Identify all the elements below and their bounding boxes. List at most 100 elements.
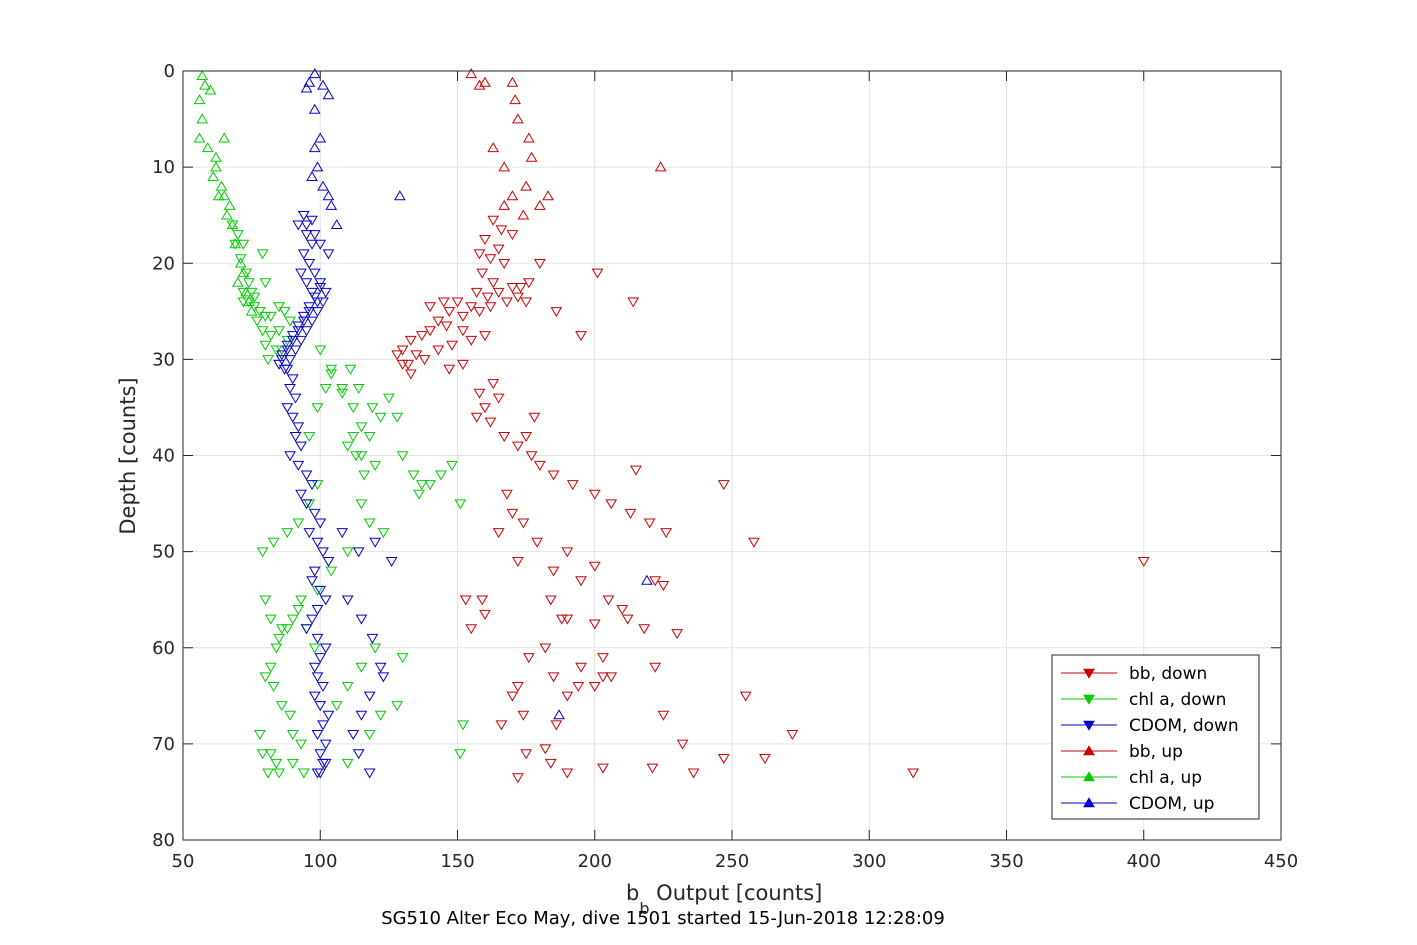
data-point	[393, 190, 406, 201]
data-point	[292, 326, 305, 337]
y-tick-label: 80	[152, 830, 175, 851]
data-point	[297, 311, 310, 322]
data-point	[396, 451, 409, 462]
data-point	[473, 307, 486, 318]
data-point	[355, 710, 368, 721]
data-point	[284, 383, 296, 394]
data-point	[476, 268, 489, 279]
data-point	[311, 730, 324, 740]
data-point	[341, 758, 354, 769]
data-point	[424, 302, 436, 313]
data-point	[311, 161, 324, 172]
data-point	[533, 259, 546, 269]
legend-label: bb, up	[1129, 742, 1183, 762]
data-point	[660, 528, 672, 539]
data-point	[314, 239, 327, 250]
legend-marker	[1083, 797, 1095, 808]
data-point	[624, 508, 637, 519]
data-point	[278, 364, 291, 375]
data-point	[561, 614, 574, 625]
data-point	[322, 710, 335, 721]
data-point	[284, 710, 296, 721]
data-point	[275, 355, 288, 366]
data-point	[446, 460, 458, 471]
data-point	[572, 681, 585, 692]
data-point	[479, 403, 491, 414]
data-point	[457, 720, 469, 731]
data-point	[616, 605, 629, 616]
data-point	[267, 537, 280, 548]
data-point	[627, 297, 640, 308]
data-point	[262, 768, 274, 779]
y-tick-label: 20	[152, 253, 175, 274]
data-point	[454, 749, 467, 760]
data-point	[300, 326, 313, 337]
data-point	[591, 268, 604, 279]
data-point	[525, 451, 538, 462]
data-point	[218, 132, 231, 143]
x-axis-label-subscript: b	[639, 899, 649, 918]
data-point	[306, 239, 318, 250]
data-point	[369, 643, 382, 654]
data-point	[314, 585, 327, 596]
y-tick-label: 70	[152, 734, 175, 755]
data-point	[377, 672, 390, 683]
data-point	[514, 283, 527, 294]
data-point	[621, 614, 634, 625]
data-point	[273, 633, 285, 644]
data-point	[907, 768, 920, 779]
data-point	[319, 383, 332, 394]
data-point	[561, 547, 574, 558]
data-point	[676, 739, 689, 750]
data-point	[443, 364, 456, 375]
data-point	[487, 142, 500, 153]
data-point	[347, 403, 360, 414]
data-point	[547, 672, 560, 683]
data-point	[259, 595, 272, 606]
data-point	[391, 412, 403, 423]
data-point	[314, 653, 327, 664]
data-point	[533, 460, 546, 471]
data-point	[363, 432, 376, 443]
data-point	[300, 624, 313, 635]
data-point	[300, 278, 313, 289]
data-point	[506, 283, 519, 294]
data-point	[597, 763, 609, 774]
data-point	[243, 295, 255, 306]
data-point	[352, 547, 365, 558]
data-point	[322, 190, 335, 201]
data-point	[330, 219, 343, 230]
data-point	[256, 749, 269, 760]
data-point	[479, 331, 491, 342]
data-point	[292, 460, 305, 471]
data-point	[561, 691, 574, 702]
x-tick-label: 150	[440, 851, 474, 872]
data-point	[234, 254, 247, 265]
data-point	[221, 209, 233, 220]
data-point	[297, 210, 310, 221]
x-tick-label: 250	[715, 851, 749, 872]
data-point	[512, 113, 524, 124]
data-point	[325, 199, 338, 210]
data-point	[319, 758, 332, 769]
data-point	[415, 480, 428, 491]
data-point	[267, 681, 280, 692]
data-point	[487, 215, 500, 226]
data-point	[322, 89, 335, 100]
data-point	[588, 681, 601, 692]
data-point	[300, 220, 313, 231]
legend-label: CDOM, up	[1129, 794, 1214, 814]
data-point	[374, 662, 387, 673]
data-point	[687, 768, 700, 779]
data-point	[385, 556, 398, 567]
data-point	[226, 219, 239, 230]
ticks	[182, 70, 1282, 841]
data-point	[341, 441, 354, 452]
data-point	[605, 672, 618, 683]
data-point	[286, 758, 299, 769]
data-point	[522, 278, 535, 289]
data-point	[404, 335, 417, 346]
data-point	[289, 345, 302, 356]
data-point	[314, 749, 327, 760]
